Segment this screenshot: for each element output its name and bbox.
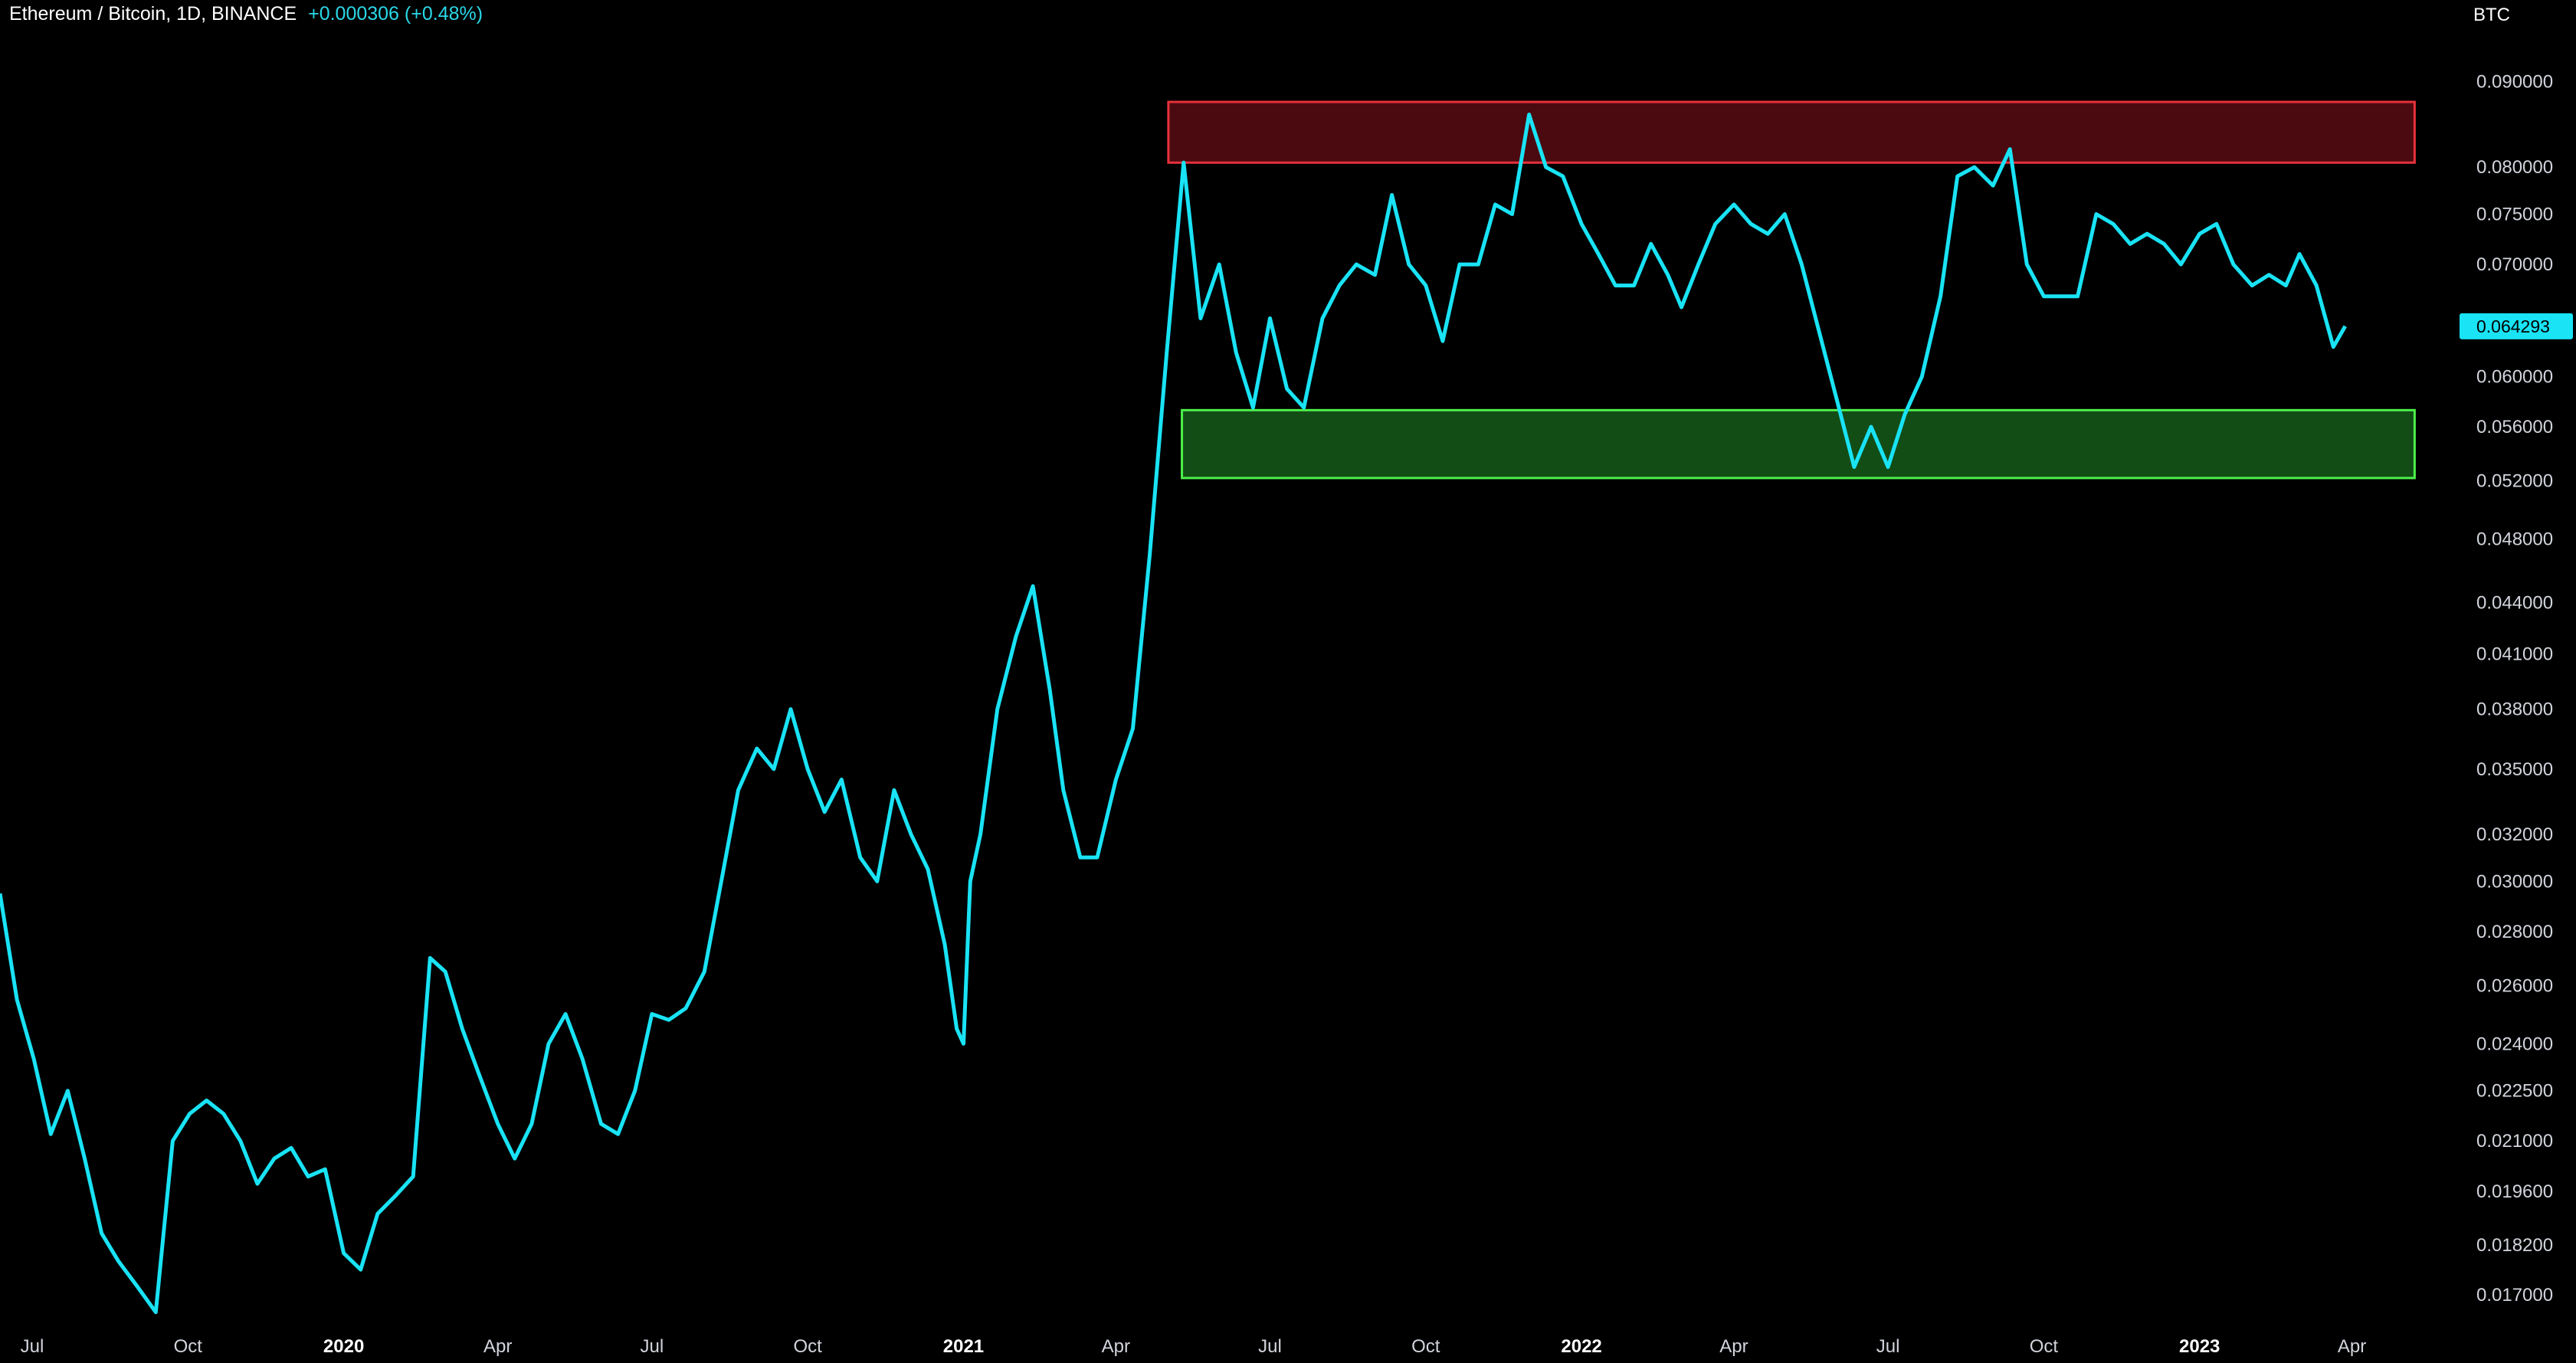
price-change: +0.000306 (+0.48%) (308, 3, 483, 25)
y-tick-label: 0.032000 (2476, 824, 2553, 845)
y-tick-label: 0.035000 (2476, 759, 2553, 780)
y-tick-label: 0.070000 (2476, 254, 2553, 275)
y-tick-label: 0.052000 (2476, 471, 2553, 492)
y-tick-label: 0.026000 (2476, 975, 2553, 996)
x-tick-label: Oct (2030, 1336, 2059, 1357)
x-tick-label: Apr (1719, 1336, 1748, 1357)
x-tick-label: Jul (1258, 1336, 1282, 1357)
y-tick-label: 0.030000 (2476, 871, 2553, 892)
symbol-title[interactable]: Ethereum / Bitcoin, 1D, BINANCE (9, 3, 297, 25)
x-tick-label: Apr (1102, 1336, 1130, 1357)
y-tick-label: 0.018200 (2476, 1235, 2553, 1256)
y-tick-label: 0.028000 (2476, 922, 2553, 942)
x-tick-label: 2023 (2179, 1336, 2220, 1357)
y-tick-label: 0.056000 (2476, 417, 2553, 437)
x-tick-label: Apr (2338, 1336, 2366, 1357)
y-tick-label: 0.041000 (2476, 644, 2553, 664)
x-tick-label: Jul (21, 1336, 44, 1357)
y-tick-label: 0.075000 (2476, 205, 2553, 225)
y-axis[interactable]: BTC 0.090000 0.080000 0.075000 0.070000 0.06… (2473, 5, 2553, 1306)
x-tick-label: Apr (483, 1336, 512, 1357)
x-tick-label: Oct (1411, 1336, 1440, 1357)
y-tick-label: 0.090000 (2476, 71, 2553, 92)
last-price-marker: 0.064293 (2460, 313, 2573, 339)
x-tick-label: 2021 (943, 1336, 984, 1357)
x-tick-label: 2022 (1561, 1336, 1601, 1357)
y-tick-label: 0.021000 (2476, 1131, 2553, 1152)
last-price-badge (2460, 313, 2573, 339)
y-tick-label: 0.080000 (2476, 157, 2553, 178)
y-tick-label: 0.038000 (2476, 700, 2553, 720)
y-tick-label: 0.022500 (2476, 1081, 2553, 1102)
x-tick-label: Oct (174, 1336, 203, 1357)
x-tick-label: Jul (640, 1336, 664, 1357)
x-tick-label: 2020 (323, 1336, 364, 1357)
support-zone[interactable] (1181, 408, 2416, 480)
x-tick-label: Jul (1876, 1336, 1900, 1357)
x-tick-label: Oct (793, 1336, 822, 1357)
x-axis[interactable]: Jul Oct 2020 Apr Jul Oct 2021 Apr Jul Oct 2022 Apr J… (21, 1336, 2367, 1357)
y-tick-label: 0.017000 (2476, 1285, 2553, 1306)
price-line (0, 113, 2347, 1315)
y-tick-label: 0.060000 (2476, 367, 2553, 388)
y-tick-label: 0.019600 (2476, 1181, 2553, 1202)
y-tick-label: 0.048000 (2476, 529, 2553, 550)
zones-layer (1167, 100, 2416, 480)
chart-header: Ethereum / Bitcoin, 1D, BINANCE +0.00030… (9, 3, 483, 25)
y-tick-label: 0.044000 (2476, 592, 2553, 613)
unit-label: BTC (2473, 5, 2510, 25)
last-price-label: 0.064293 (2476, 316, 2550, 336)
resistance-zone[interactable] (1167, 100, 2416, 164)
y-tick-label: 0.024000 (2476, 1034, 2553, 1054)
